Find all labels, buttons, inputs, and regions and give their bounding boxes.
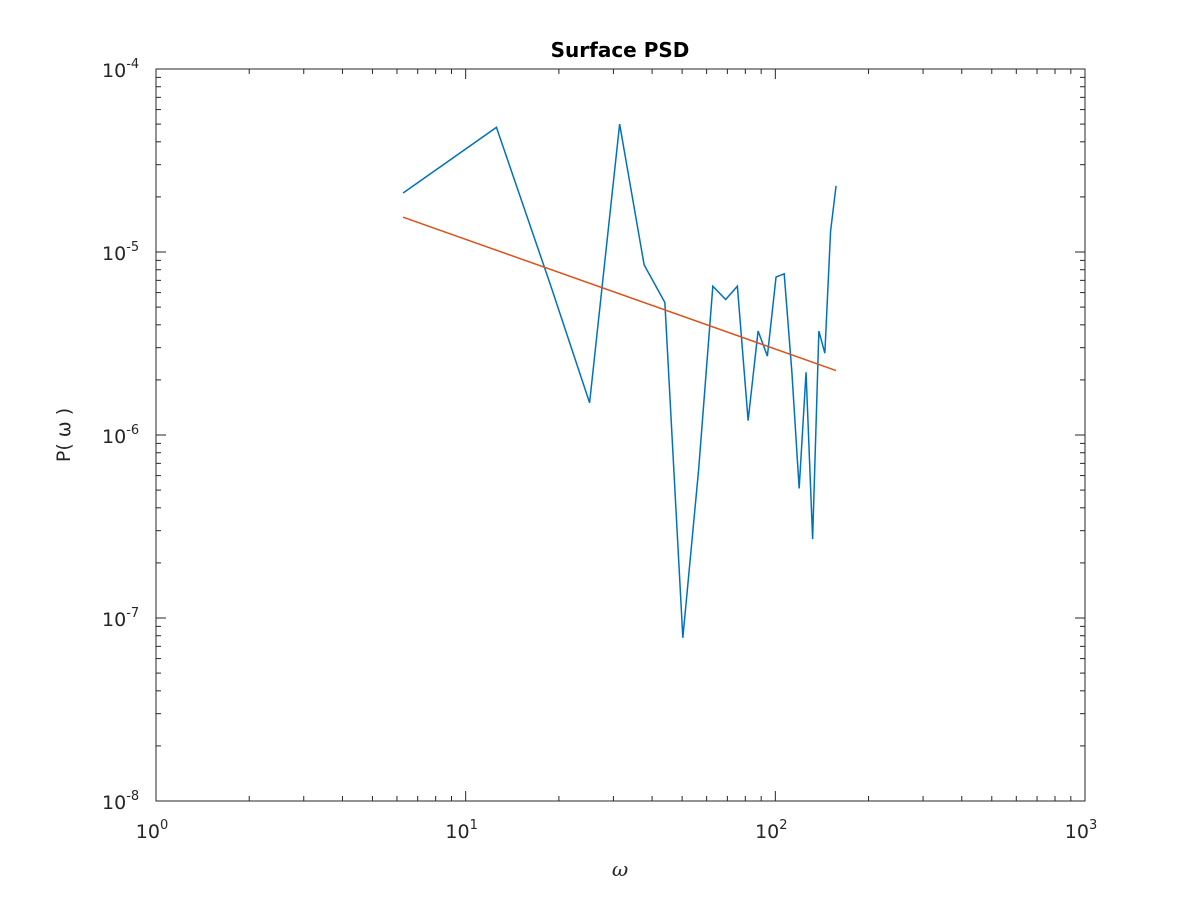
plot-area-frame bbox=[155, 68, 1086, 802]
fit-series-line bbox=[402, 216, 837, 372]
y-tick-labels: 10-8 10-7 10-6 10-5 10-4 bbox=[102, 57, 139, 814]
chart-title: Surface PSD bbox=[551, 38, 690, 62]
y-tick-label: 10-6 bbox=[102, 423, 139, 448]
minor-ticks bbox=[156, 69, 1085, 801]
x-tick-label: 103 bbox=[1065, 818, 1097, 843]
y-tick-label: 10-5 bbox=[102, 240, 139, 265]
x-tick-label: 101 bbox=[445, 818, 477, 843]
x-axis-label: ω bbox=[612, 857, 628, 881]
y-axis-label: P( ω ) bbox=[53, 408, 75, 462]
psd-series-line bbox=[402, 123, 837, 638]
x-tick-labels: 100 101 102 103 bbox=[136, 818, 1097, 843]
major-ticks bbox=[155, 68, 1086, 802]
x-tick-label: 100 bbox=[136, 818, 168, 843]
y-tick-label: 10-4 bbox=[102, 57, 139, 82]
series-layer bbox=[402, 123, 837, 638]
y-tick-label: 10-7 bbox=[102, 606, 139, 631]
y-tick-label: 10-8 bbox=[102, 789, 139, 814]
x-tick-label: 102 bbox=[755, 818, 787, 843]
